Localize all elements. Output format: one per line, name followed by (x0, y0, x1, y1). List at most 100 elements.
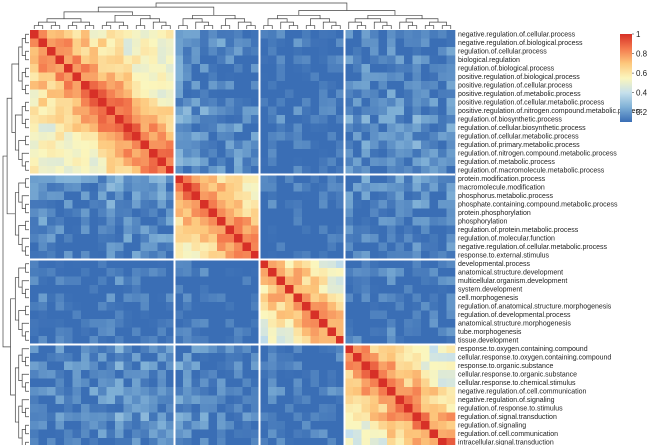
heatmap-cell (285, 157, 294, 167)
heatmap-cell (89, 276, 99, 286)
heatmap-cell (81, 183, 90, 192)
heatmap-cell (174, 319, 184, 328)
heatmap-cell (149, 98, 158, 107)
heatmap-cell (361, 336, 371, 345)
dendrogram-branch (267, 18, 288, 26)
heatmap-cell (353, 208, 362, 218)
heatmap-cell (242, 412, 252, 422)
heatmap-cell (89, 370, 99, 379)
heatmap-cell (174, 217, 184, 226)
heatmap-cell (421, 276, 430, 286)
heatmap-cell (55, 183, 65, 192)
heatmap-cell (353, 378, 362, 388)
heatmap-cell (234, 276, 243, 286)
dendrogram-branch (277, 14, 321, 19)
heatmap-cell (149, 344, 158, 354)
heatmap-cell (132, 412, 141, 422)
heatmap-cell (378, 404, 388, 413)
heatmap-cell (98, 174, 107, 184)
heatmap-cell (72, 140, 82, 150)
heatmap-cell (115, 115, 124, 124)
heatmap-cell (344, 268, 354, 277)
heatmap-cell (123, 123, 133, 133)
heatmap-cell (327, 421, 337, 430)
heatmap-cell (353, 106, 362, 116)
heatmap-cell (217, 336, 226, 345)
heatmap-cell (225, 149, 235, 158)
heatmap-cell (370, 38, 379, 48)
row-label: positive.regulation.of.cellular.process (458, 83, 573, 90)
heatmap-cell (106, 319, 116, 328)
heatmap-cell (438, 293, 447, 303)
heatmap-cell (234, 259, 243, 269)
heatmap-cell (225, 429, 235, 439)
heatmap-cell (234, 191, 243, 201)
heatmap-cell (259, 64, 269, 73)
heatmap-cell (225, 259, 235, 269)
heatmap-cell (208, 166, 218, 175)
heatmap-cell (251, 387, 260, 396)
heatmap-cell (123, 64, 133, 73)
heatmap-cell (132, 285, 141, 294)
heatmap-cell (166, 217, 175, 226)
heatmap-cell (293, 81, 303, 90)
heatmap-cell (387, 208, 396, 218)
heatmap-cell (378, 140, 388, 150)
heatmap-cell (30, 149, 39, 158)
heatmap-cell (64, 370, 73, 379)
heatmap-cell (353, 344, 362, 354)
heatmap-cell (353, 302, 362, 311)
heatmap-cell (72, 319, 82, 328)
heatmap-cell (123, 310, 133, 320)
heatmap-cell (200, 319, 209, 328)
heatmap-cell (438, 191, 447, 201)
heatmap-cell (183, 115, 192, 124)
heatmap-cell (225, 327, 235, 337)
heatmap-cell (157, 166, 167, 175)
heatmap-cell (166, 412, 175, 422)
heatmap-cell (344, 217, 354, 226)
heatmap-cell (438, 259, 447, 269)
heatmap-cell (64, 115, 73, 124)
heatmap-cell (55, 336, 65, 345)
heatmap-cell (81, 395, 90, 405)
heatmap-cell (404, 38, 413, 48)
heatmap-cell (412, 149, 422, 158)
heatmap-cell (302, 302, 311, 311)
heatmap-cell (268, 55, 277, 65)
heatmap-cell (200, 234, 209, 243)
heatmap-cell (132, 106, 141, 116)
heatmap-cell (438, 47, 447, 56)
heatmap-cell (268, 115, 277, 124)
heatmap-cell (446, 293, 456, 303)
heatmap-cell (64, 378, 73, 388)
heatmap-cell (327, 81, 337, 90)
heatmap-cell (64, 412, 73, 422)
heatmap-cell (327, 47, 337, 56)
heatmap-cell (302, 438, 311, 445)
heatmap-cell (183, 361, 192, 371)
heatmap-cell (302, 293, 311, 303)
heatmap-cell (132, 149, 141, 158)
heatmap-cell (336, 438, 345, 445)
heatmap-cell (89, 438, 99, 445)
heatmap-cell (361, 268, 371, 277)
heatmap-cell (251, 285, 260, 294)
column-dendrogram (33, 2, 452, 29)
heatmap-cell (72, 149, 82, 158)
heatmap-cell (200, 191, 209, 201)
heatmap-cell (438, 132, 447, 141)
heatmap-cell (38, 89, 48, 99)
dendrogram-branch (25, 246, 29, 256)
heatmap-cell (370, 30, 379, 39)
heatmap-cell (327, 268, 337, 277)
heatmap-cell (412, 157, 422, 167)
heatmap-cell (412, 140, 422, 150)
heatmap-cell (268, 208, 277, 218)
heatmap-cell (217, 123, 226, 133)
dendrogram-branch (356, 25, 367, 29)
heatmap-cell (370, 106, 379, 116)
heatmap-cell (370, 336, 379, 345)
dendrogram-branch (14, 367, 19, 423)
heatmap-cell (123, 132, 133, 141)
